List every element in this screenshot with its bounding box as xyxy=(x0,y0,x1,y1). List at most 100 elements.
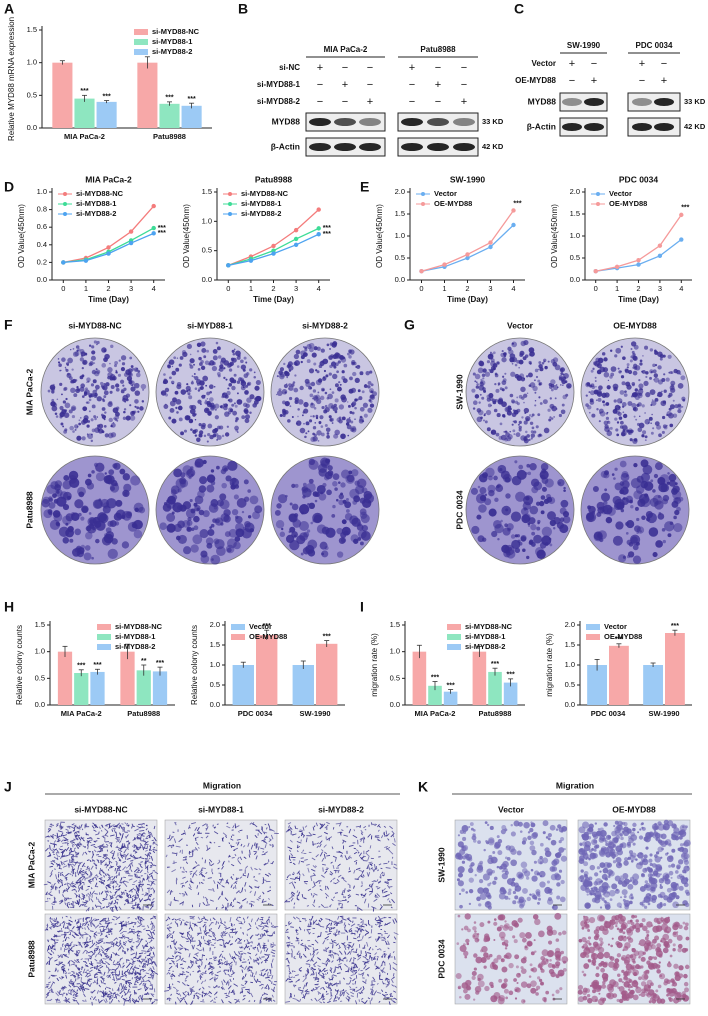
colony xyxy=(654,349,657,353)
colony xyxy=(660,483,670,493)
cell xyxy=(312,841,314,846)
colony xyxy=(73,393,78,398)
colony xyxy=(357,389,361,393)
cell xyxy=(144,983,147,986)
colony xyxy=(316,370,320,374)
cell xyxy=(147,877,151,879)
condition-mark: − xyxy=(367,79,373,91)
colony xyxy=(350,427,355,432)
condition-mark: + xyxy=(639,58,645,70)
cell xyxy=(96,859,100,862)
cell xyxy=(66,887,69,893)
cell xyxy=(198,846,200,849)
cell xyxy=(62,865,68,868)
significance: *** xyxy=(681,205,689,212)
colony xyxy=(621,424,628,431)
point xyxy=(488,240,493,245)
colony xyxy=(276,390,283,397)
colony xyxy=(228,383,233,387)
point xyxy=(293,242,299,247)
colony xyxy=(253,371,256,374)
colony xyxy=(76,349,79,352)
colony xyxy=(57,358,60,360)
colony xyxy=(672,399,675,402)
colony xyxy=(660,400,667,407)
colony xyxy=(325,374,329,378)
y-tick-label: 0.0 xyxy=(210,700,220,709)
bar xyxy=(609,645,629,705)
colony xyxy=(60,369,62,372)
colony xyxy=(63,430,68,434)
legend-label: si-MYD88-1 xyxy=(115,632,155,641)
colony xyxy=(57,361,61,364)
colony xyxy=(319,395,325,401)
condition-mark: + xyxy=(367,96,373,108)
cell xyxy=(84,971,88,973)
colony xyxy=(673,522,683,533)
colony xyxy=(241,415,246,420)
colony xyxy=(560,409,566,415)
cell xyxy=(139,869,143,873)
cell xyxy=(71,865,74,868)
colony xyxy=(535,501,541,506)
colony xyxy=(255,379,261,386)
cell xyxy=(67,926,69,929)
cell xyxy=(137,836,141,840)
colony xyxy=(48,497,54,503)
colony xyxy=(61,357,66,362)
colony xyxy=(49,384,56,391)
colony xyxy=(189,408,196,415)
y-axis-label: Relative colony counts xyxy=(15,625,24,705)
cell xyxy=(136,903,139,909)
cell xyxy=(74,835,78,840)
colony xyxy=(523,420,528,425)
colony xyxy=(64,402,71,409)
cell xyxy=(55,941,58,944)
cell xyxy=(118,894,123,898)
colony xyxy=(233,486,236,489)
colony xyxy=(536,526,541,531)
cell xyxy=(48,828,51,832)
cell xyxy=(59,878,63,882)
y-tick-label: 1.5 xyxy=(570,209,580,218)
blot-label: MYD88 xyxy=(528,96,557,106)
colony xyxy=(607,387,611,390)
cell xyxy=(74,825,80,829)
colony xyxy=(540,495,546,500)
cell xyxy=(53,896,56,900)
y-tick-label: 1.0 xyxy=(35,647,45,656)
colony xyxy=(70,387,76,394)
colony xyxy=(297,399,304,405)
colony xyxy=(639,362,643,366)
colony xyxy=(528,414,532,417)
colony xyxy=(341,416,346,421)
cell xyxy=(138,863,142,865)
colony xyxy=(285,494,288,498)
colony xyxy=(167,364,171,368)
colony xyxy=(511,342,514,345)
colony xyxy=(621,502,625,506)
cell xyxy=(109,901,113,906)
colony xyxy=(354,398,357,402)
condition-mark: − xyxy=(317,79,323,91)
cell xyxy=(61,976,65,978)
colony xyxy=(539,402,543,405)
colony xyxy=(632,407,637,411)
cell xyxy=(76,843,81,848)
colony xyxy=(214,415,219,420)
point xyxy=(465,255,470,261)
cell xyxy=(150,882,153,887)
cell xyxy=(90,844,96,846)
colony xyxy=(652,427,655,430)
legend-marker xyxy=(228,202,232,206)
cell xyxy=(109,851,114,855)
cell xyxy=(149,851,152,855)
colony xyxy=(318,492,327,501)
colony xyxy=(525,415,531,422)
colony xyxy=(625,521,630,526)
colony xyxy=(234,536,241,542)
colony xyxy=(300,552,304,556)
panel-letter: B xyxy=(238,1,248,17)
colony xyxy=(299,521,310,532)
colony xyxy=(101,414,107,420)
